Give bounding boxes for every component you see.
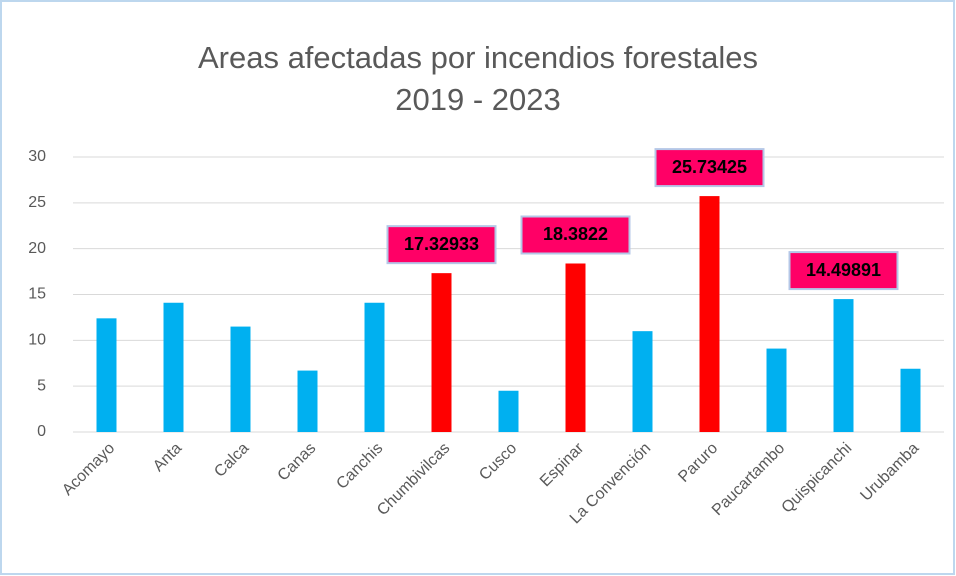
bar	[565, 263, 586, 432]
bar	[900, 368, 921, 432]
data-label-box	[788, 251, 899, 291]
bar	[833, 299, 854, 432]
bar	[163, 302, 184, 432]
bar	[498, 390, 519, 432]
y-tick-label: 25	[28, 194, 46, 211]
bar	[364, 302, 385, 432]
data-label: 25.73425	[672, 157, 747, 177]
bar	[230, 326, 251, 432]
y-tick-label: 30	[28, 148, 46, 165]
data-label: 18.3822	[543, 224, 608, 244]
y-tick-label: 15	[28, 286, 46, 303]
data-label-box	[386, 225, 497, 265]
y-tick-label: 5	[37, 377, 46, 394]
bar	[699, 196, 720, 432]
data-label: 17.32933	[404, 234, 479, 254]
data-label-box	[654, 148, 765, 188]
bar	[431, 273, 452, 432]
bar	[632, 331, 653, 432]
chart-title: Areas afectadas por incendios forestales	[198, 40, 758, 75]
y-tick-label: 10	[28, 332, 46, 349]
y-tick-label: 0	[37, 423, 46, 440]
y-tick-label: 20	[28, 240, 46, 257]
bar	[297, 370, 318, 432]
bar	[96, 318, 117, 432]
data-label: 14.49891	[806, 260, 881, 280]
chart-title: 2019 - 2023	[395, 82, 560, 117]
data-label-box	[520, 215, 631, 255]
bar	[766, 348, 787, 432]
